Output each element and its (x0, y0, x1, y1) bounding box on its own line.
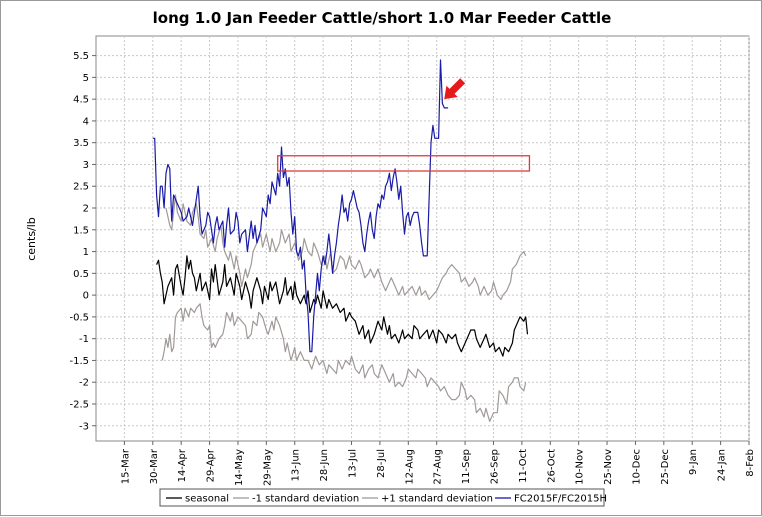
plot-area (95, 35, 750, 442)
arrow-shape (444, 78, 466, 100)
red-arrow-annotation (444, 78, 466, 100)
legend-label-0: seasonal (185, 494, 229, 505)
y-tick-label: 4 (83, 116, 89, 127)
x-tick-label: 12-Aug (404, 449, 415, 485)
legend-label-1: -1 standard deviation (252, 494, 359, 505)
x-tick-label: 9-Jan (688, 449, 699, 475)
y-axis-label: cents/lb (25, 217, 38, 261)
y-tick-label: 2 (83, 204, 89, 215)
x-tick-label: 25-Nov (603, 449, 614, 485)
series-line-0 (156, 255, 529, 357)
legend-label-2: +1 standard deviation (381, 494, 493, 505)
x-tick-label: 26-Oct (546, 449, 557, 483)
legend: seasonal -1 standard deviation +1 standard… (159, 488, 607, 507)
y-tick-label: -2.5 (69, 399, 89, 410)
y-tick-label: 0.5 (73, 269, 89, 280)
y-tick-label: 3 (83, 160, 89, 171)
y-tick-label: 0 (83, 291, 89, 302)
legend-label-3: FC2015F/FC2015H (514, 494, 607, 505)
y-tick-label: -1 (79, 334, 89, 345)
y-tick-label: -1.5 (69, 356, 89, 367)
x-tick-label: 26-Sep (489, 449, 500, 484)
y-tick-label: -3 (79, 421, 89, 432)
x-tick-label: 29-May (262, 449, 273, 486)
y-tick-label: 1.5 (73, 225, 89, 236)
x-tick-label: 14-Apr (177, 448, 188, 482)
x-tick-label: 30-Mar (149, 448, 160, 484)
x-tick-label: 10-Dec (631, 449, 642, 485)
x-tick-label: 29-Apr (206, 448, 217, 482)
x-tick-label: 15-Mar (120, 448, 131, 484)
x-tick-label: 13-Jun (291, 449, 302, 482)
y-tick-label: 2.5 (73, 182, 89, 193)
y-tick-label: 3.5 (73, 138, 89, 149)
x-tick-label: 11-Oct (518, 449, 529, 483)
series-line-2 (165, 194, 527, 301)
x-tick-label: 28-Jun (319, 449, 330, 482)
y-tick-label: 5.5 (73, 51, 89, 62)
y-tick-label: 5 (83, 73, 89, 84)
y-tick-label: 4.5 (73, 95, 89, 106)
y-tick-label: 1 (83, 247, 89, 258)
highlight-rectangle (277, 155, 531, 172)
annotations (277, 78, 531, 172)
x-tick-label: 27-Aug (433, 449, 444, 485)
series (152, 59, 529, 422)
series-line-1 (161, 303, 527, 422)
x-tick-label: 10-Nov (575, 449, 586, 485)
x-tick-label: 13-Jul (348, 449, 359, 478)
x-tick-label: 14-May (234, 449, 245, 486)
x-tick-label: 24-Jan (717, 449, 728, 481)
x-tick-label: 25-Dec (660, 449, 671, 485)
y-axis: 5.5 5 4.5 4 3.5 3 2.5 2 1.5 1 0.5 0 -0.5 -1 -1.5 -2 -2.5… (69, 51, 96, 432)
grid (96, 36, 750, 441)
x-axis: 15-Mar 30-Mar 14-Apr 29-Apr 14-May 29-May 13-J… (120, 441, 756, 486)
chart-title: long 1.0 Jan Feeder Cattle/short 1.0 Mar… (153, 9, 612, 27)
y-tick-label: -2 (79, 378, 89, 389)
x-tick-label: 8-Feb (745, 449, 756, 477)
x-tick-label: 28-Jul (376, 449, 387, 478)
y-tick-label: -0.5 (69, 312, 89, 323)
x-tick-label: 11-Sep (461, 449, 472, 484)
series-line-3 (152, 59, 449, 353)
legend-box (159, 488, 605, 507)
